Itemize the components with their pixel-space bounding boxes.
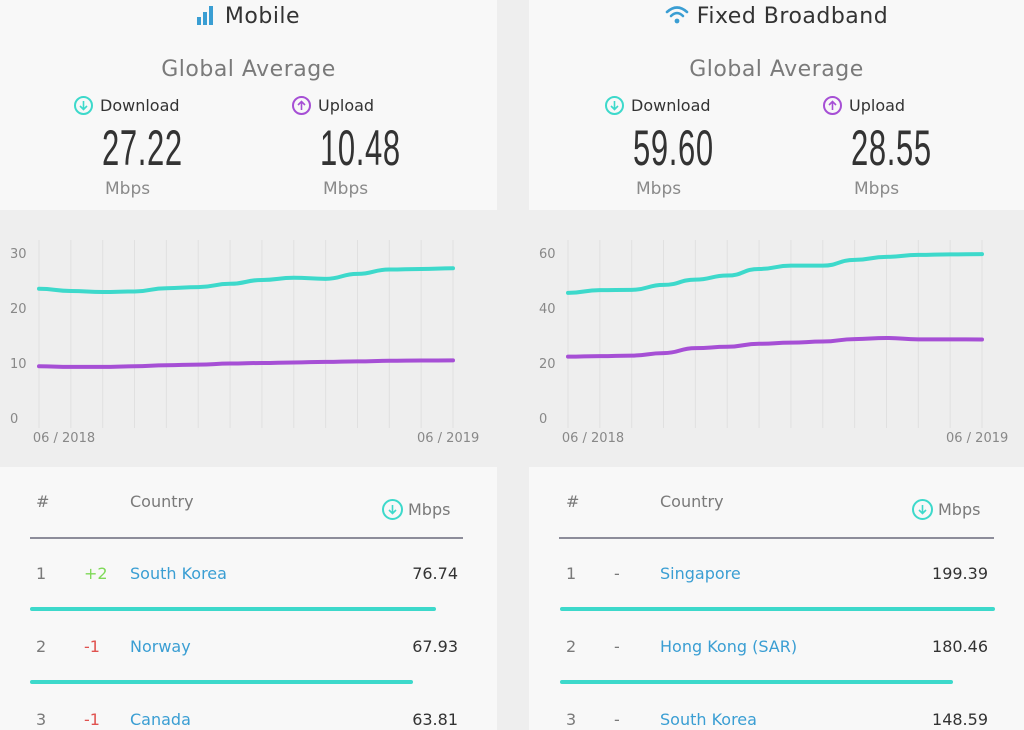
download-arrow-icon <box>912 499 933 520</box>
mbps-header[interactable]: Mbps <box>912 499 980 520</box>
signal-bars-icon <box>196 5 217 31</box>
upload-unit: Mbps <box>323 179 369 199</box>
row-rank: 2 <box>36 637 47 656</box>
download-unit: Mbps <box>105 179 151 199</box>
panel-title-text: Mobile <box>224 4 301 29</box>
y-tick-label: 20 <box>539 357 556 372</box>
mobile-speed-chart-svg: 0 10 20 30 06 / 2018 06 / 2019 <box>10 240 479 446</box>
fixed-summary: Fixed Broadband Global Average Download … <box>529 0 1024 210</box>
rank-change: -1 <box>84 637 100 656</box>
upload-arrow-icon <box>823 96 842 115</box>
y-tick-label: 40 <box>539 302 556 317</box>
download-arrow-icon <box>74 96 93 115</box>
y-tick-label: 20 <box>10 302 27 317</box>
mobile-panel: Mobile Global Average Download 27.22 Mbp… <box>0 0 497 730</box>
speed-bar <box>560 680 953 684</box>
rank-header: # <box>566 492 580 511</box>
row-rank: 1 <box>36 564 47 583</box>
row-rank: 3 <box>566 710 577 729</box>
row-rank: 2 <box>566 637 577 656</box>
mobile-summary: Mobile Global Average Download 27.22 Mbp… <box>0 0 497 210</box>
speed-value: 180.46 <box>932 637 988 656</box>
y-tick-label: 0 <box>10 412 18 427</box>
row-rank: 1 <box>566 564 577 583</box>
upload-metric: Upload 28.55 Mbps <box>823 96 973 199</box>
upload-series-line <box>37 358 455 369</box>
x-tick-label: 06 / 2019 <box>946 431 1008 446</box>
header-divider <box>559 537 994 539</box>
country-link[interactable]: Singapore <box>660 564 741 583</box>
x-tick-label: 06 / 2018 <box>562 431 624 446</box>
upload-label: Upload <box>318 96 375 115</box>
rank-change: - <box>614 710 620 729</box>
mobile-speed-chart: 0 10 20 30 06 / 2018 06 / 2019 <box>0 210 497 467</box>
mbps-header-label: Mbps <box>408 500 451 519</box>
country-header: Country <box>660 492 724 511</box>
speed-value: 67.93 <box>412 637 458 656</box>
rank-change: +2 <box>84 564 108 583</box>
speed-value: 148.59 <box>932 710 988 729</box>
y-tick-label: 30 <box>10 247 27 262</box>
upload-series-line <box>566 335 984 359</box>
upload-arrow-icon <box>292 96 311 115</box>
mbps-header[interactable]: Mbps <box>382 499 450 520</box>
download-unit: Mbps <box>636 179 682 199</box>
download-metric: Download 27.22 Mbps <box>74 96 224 199</box>
country-link[interactable]: Hong Kong (SAR) <box>660 637 798 656</box>
y-tick-label: 0 <box>539 412 547 427</box>
y-tick-label: 10 <box>10 357 27 372</box>
panel-title: Fixed Broadband <box>529 4 1024 31</box>
rank-header: # <box>36 492 50 511</box>
panel-title: Mobile <box>0 4 497 31</box>
speed-value: 63.81 <box>412 710 458 729</box>
upload-value: 28.55 <box>851 120 932 176</box>
mbps-header-label: Mbps <box>938 500 981 519</box>
country-header: Country <box>130 492 194 511</box>
upload-unit: Mbps <box>854 179 900 199</box>
wifi-icon <box>665 5 689 31</box>
speed-bar <box>30 680 413 684</box>
country-link[interactable]: South Korea <box>130 564 227 583</box>
global-average-heading: Global Average <box>161 57 336 82</box>
rank-change: -1 <box>84 710 100 729</box>
speed-value: 76.74 <box>412 564 458 583</box>
y-tick-label: 60 <box>539 247 556 262</box>
panel-title-text: Fixed Broadband <box>696 4 889 29</box>
country-link[interactable]: Canada <box>130 710 191 729</box>
fixed-speed-chart: 0 20 40 60 06 / 2018 06 / 2019 <box>529 210 1024 467</box>
country-link[interactable]: South Korea <box>660 710 757 729</box>
global-average-heading: Global Average <box>689 57 864 82</box>
download-series-line <box>37 266 455 295</box>
download-value: 27.22 <box>102 120 183 176</box>
header-divider <box>30 537 463 539</box>
upload-metric: Upload 10.48 Mbps <box>292 96 442 199</box>
x-tick-label: 06 / 2018 <box>33 431 95 446</box>
download-series-line <box>566 252 984 295</box>
upload-value: 10.48 <box>320 120 401 176</box>
mobile-ranking-table: # Country Mbps 1 +2 South Korea 76.74 2 … <box>0 467 497 730</box>
download-value: 59.60 <box>633 120 714 176</box>
speed-bar <box>30 607 436 611</box>
fixed-speed-chart-svg: 0 20 40 60 06 / 2018 06 / 2019 <box>539 240 1008 446</box>
download-label: Download <box>100 96 180 115</box>
download-arrow-icon <box>605 96 624 115</box>
download-metric: Download 59.60 Mbps <box>605 96 755 199</box>
rank-change: - <box>614 564 620 583</box>
country-link[interactable]: Norway <box>130 637 191 656</box>
speed-value: 199.39 <box>932 564 988 583</box>
upload-label: Upload <box>849 96 906 115</box>
x-tick-label: 06 / 2019 <box>417 431 479 446</box>
row-rank: 3 <box>36 710 47 729</box>
download-arrow-icon <box>382 499 403 520</box>
rank-change: - <box>614 637 620 656</box>
fixed-broadband-panel: Fixed Broadband Global Average Download … <box>529 0 1024 730</box>
fixed-ranking-table: # Country Mbps 1 - Singapore 199.39 2 - … <box>529 467 1024 730</box>
speed-bar <box>560 607 995 611</box>
download-label: Download <box>631 96 711 115</box>
